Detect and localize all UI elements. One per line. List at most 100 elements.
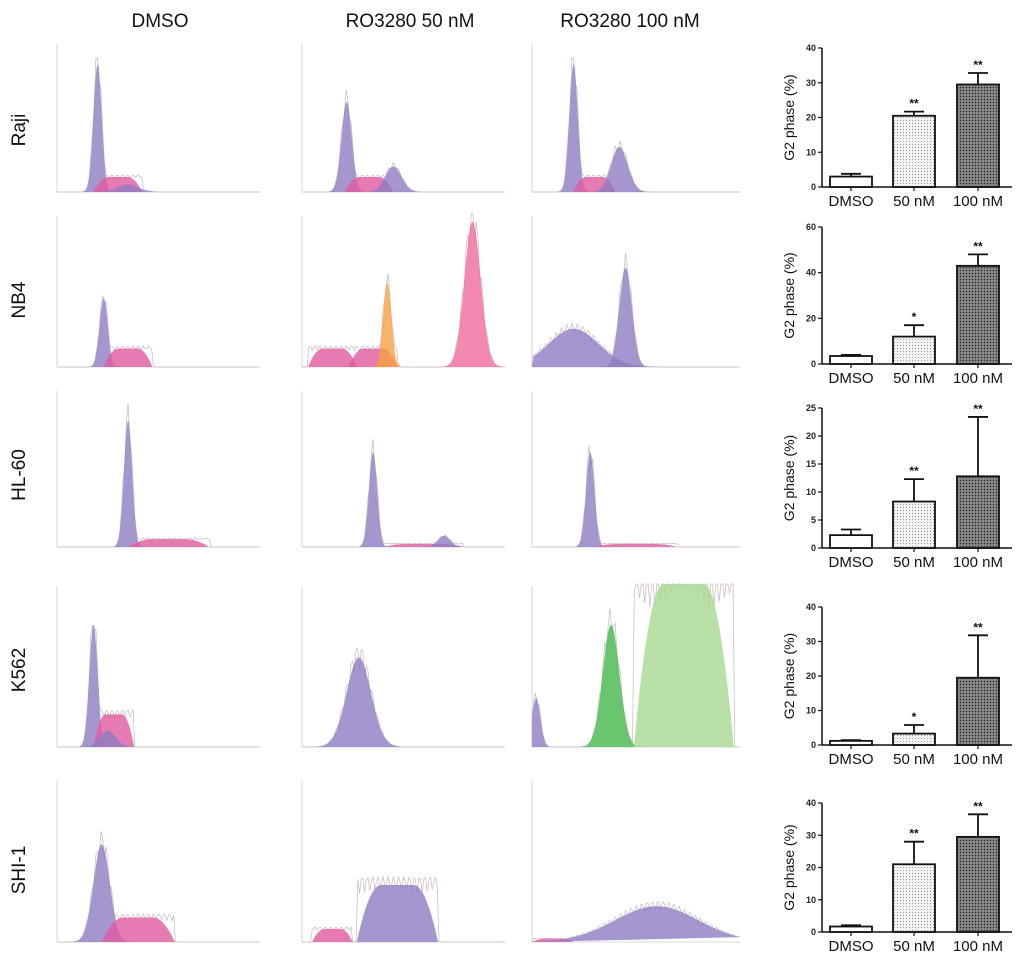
bar-50nm — [892, 732, 936, 746]
y-tick-label: 40 — [806, 798, 816, 808]
fitted-peak — [111, 420, 145, 547]
histogram-raji-dmso — [56, 44, 260, 193]
y-axis-label: G2 phase (%) — [781, 435, 797, 521]
raw-histogram-trace — [57, 830, 260, 943]
row-label-raji: Raji — [9, 114, 30, 147]
y-tick-label: 0 — [811, 182, 816, 192]
y-tick-label: 40 — [806, 43, 816, 53]
bar-chart-k562: 0 10 20 30 40 G2 phase (%) DMSO 50 nM * 100 nM ** — [781, 602, 1012, 768]
fitted-peak — [586, 147, 653, 192]
raw-histogram-trace — [532, 445, 740, 548]
flow-histograms — [56, 44, 741, 943]
histogram-nb4-dmso — [56, 216, 260, 368]
bar-50nm — [892, 863, 936, 933]
bar-100nm — [956, 264, 1000, 365]
y-tick-label: 0 — [811, 543, 816, 553]
x-tick-label: 100 nM — [953, 938, 1003, 955]
column-header-100nm: RO3280 100 nM — [560, 11, 699, 32]
raw-histogram-trace — [302, 439, 505, 548]
fitted-peak — [128, 539, 210, 547]
bar-100nm — [956, 83, 1000, 188]
raw-histogram-trace — [57, 57, 260, 193]
row-label-hl60: HL-60 — [9, 449, 30, 501]
y-tick-label: 10 — [806, 895, 816, 905]
y-tick-label: 10 — [806, 487, 816, 497]
significance-marker: ** — [973, 620, 983, 634]
bar-chart-shi1: 0 10 20 30 40 G2 phase (%) DMSO 50 nM ** 100 nM ** — [781, 798, 1012, 955]
fitted-peak — [532, 698, 553, 747]
y-tick-label: 20 — [806, 863, 816, 873]
row-label-k562: K562 — [9, 648, 30, 692]
bar-dmso — [829, 355, 873, 365]
y-axis-label: G2 phase (%) — [781, 252, 797, 338]
x-tick-label: 50 nM — [893, 554, 935, 571]
histogram-shi1-50nm — [301, 781, 505, 943]
histogram-nb4-100nm — [531, 216, 740, 368]
fitted-peak — [600, 267, 651, 367]
fitted-peak — [594, 543, 678, 547]
fitted-peak — [101, 917, 175, 942]
x-tick-label: DMSO — [829, 751, 874, 768]
fitted-peak — [87, 298, 120, 367]
bar-dmso — [829, 739, 873, 746]
fitted-peak — [360, 166, 426, 192]
fitted-peak — [356, 452, 390, 547]
raw-histogram-trace — [531, 252, 740, 368]
column-header-dmso: DMSO — [132, 11, 189, 32]
y-tick-label: 30 — [806, 78, 816, 88]
y-tick-label: 20 — [806, 313, 816, 323]
fitted-peak — [75, 730, 141, 747]
raw-histogram-trace — [531, 901, 741, 942]
y-tick-label: 0 — [811, 359, 816, 369]
y-axis-label: G2 phase (%) — [781, 74, 797, 160]
fitted-peak — [633, 584, 734, 747]
y-tick-label: 10 — [806, 147, 816, 157]
histogram-hl60-dmso — [56, 391, 260, 548]
fitted-peak — [356, 884, 439, 942]
x-tick-label: 100 nM — [953, 751, 1003, 768]
fitted-peak — [371, 282, 404, 367]
y-tick-label: 20 — [806, 671, 816, 681]
histogram-hl60-50nm — [301, 391, 505, 548]
row-label-shi1: SHI-1 — [9, 846, 30, 895]
significance-marker: ** — [909, 97, 919, 111]
histogram-k562-50nm — [301, 586, 505, 748]
x-tick-label: DMSO — [829, 938, 874, 955]
raw-histogram-trace — [301, 648, 505, 748]
fitted-peak — [440, 221, 505, 367]
bar-50nm — [892, 114, 936, 188]
x-tick-label: 50 nM — [893, 193, 935, 210]
y-tick-label: 20 — [806, 431, 816, 441]
fitted-peak — [77, 624, 110, 747]
y-tick-label: 60 — [806, 222, 816, 232]
raw-histogram-trace — [302, 875, 505, 943]
bar-100nm — [956, 676, 1000, 746]
fitted-peak — [326, 102, 367, 192]
significance-marker: * — [912, 310, 917, 324]
fitted-peak — [532, 906, 740, 942]
bar-50nm — [892, 335, 936, 365]
histogram-hl60-100nm — [531, 391, 740, 548]
bar-dmso — [829, 534, 873, 549]
fitted-peak — [312, 928, 353, 942]
x-tick-label: 50 nM — [893, 751, 935, 768]
significance-marker: ** — [973, 799, 983, 813]
y-axis-label: G2 phase (%) — [781, 633, 797, 719]
histogram-shi1-dmso — [56, 781, 260, 943]
y-tick-label: 40 — [806, 602, 816, 612]
fitted-peak — [308, 348, 357, 367]
bar-chart-hl60: 0 5 10 15 20 25 G2 phase (%) DMSO 50 nM ** 100 nM *… — [781, 402, 1012, 571]
bar-chart-raji: 0 10 20 30 40 G2 phase (%) DMSO 50 nM ** 100 nM ** — [781, 43, 1012, 210]
y-tick-label: 30 — [806, 637, 816, 647]
significance-marker: ** — [973, 239, 983, 253]
bar-chart-nb4: 0 20 40 60 G2 phase (%) DMSO 50 nM * 100 nM ** — [781, 222, 1012, 387]
bar-50nm — [892, 500, 936, 549]
x-tick-label: DMSO — [829, 193, 874, 210]
y-tick-label: 5 — [811, 515, 816, 525]
y-tick-label: 25 — [806, 403, 816, 413]
y-tick-label: 40 — [806, 268, 816, 278]
raw-histogram-trace — [532, 57, 740, 193]
histogram-nb4-50nm — [301, 213, 506, 368]
